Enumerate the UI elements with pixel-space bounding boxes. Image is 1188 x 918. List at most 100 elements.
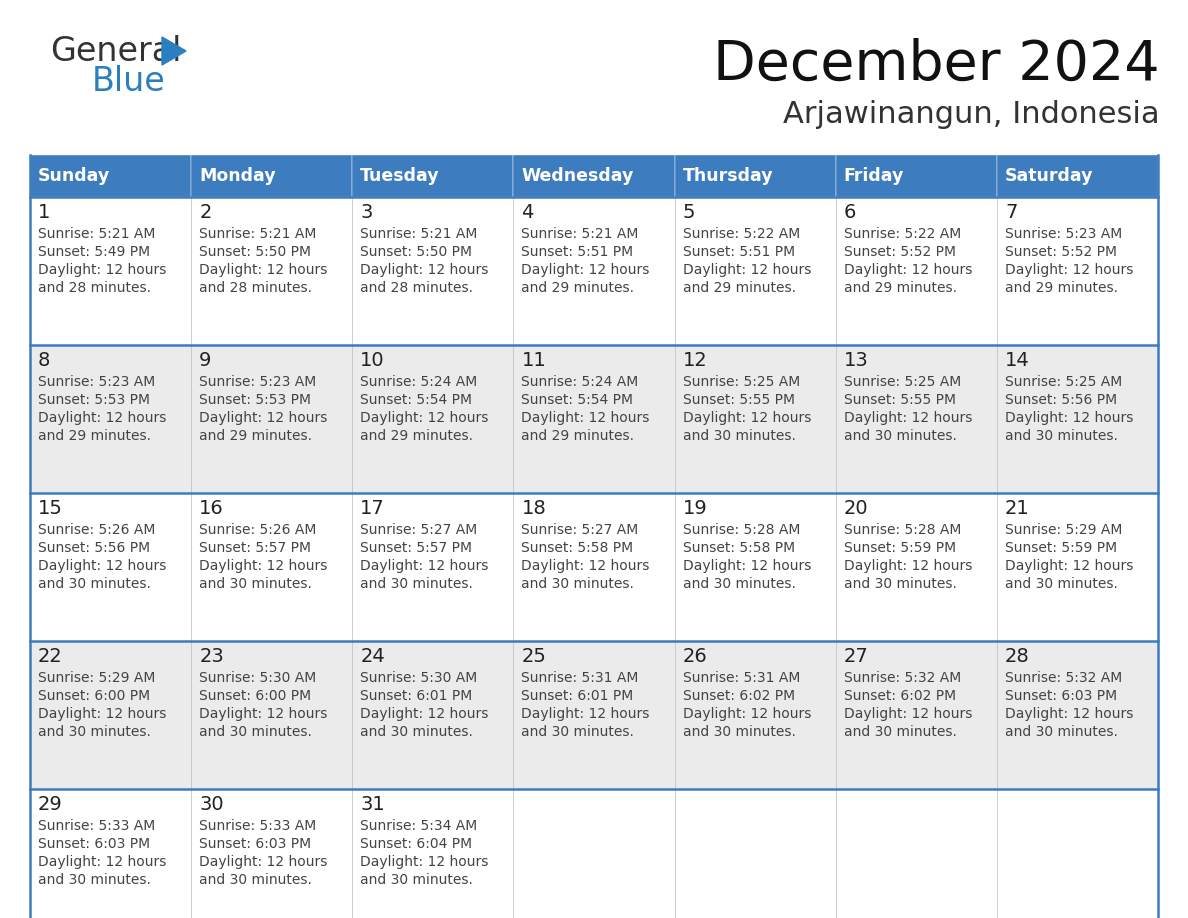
Text: Daylight: 12 hours: Daylight: 12 hours bbox=[683, 411, 811, 425]
Text: Sunrise: 5:29 AM: Sunrise: 5:29 AM bbox=[38, 671, 156, 685]
Text: Sunrise: 5:32 AM: Sunrise: 5:32 AM bbox=[1005, 671, 1123, 685]
Text: and 29 minutes.: and 29 minutes. bbox=[1005, 281, 1118, 295]
Text: Monday: Monday bbox=[200, 167, 276, 185]
Text: Sunset: 6:04 PM: Sunset: 6:04 PM bbox=[360, 837, 473, 851]
Text: Daylight: 12 hours: Daylight: 12 hours bbox=[38, 559, 166, 573]
Text: and 30 minutes.: and 30 minutes. bbox=[360, 725, 473, 739]
Text: and 30 minutes.: and 30 minutes. bbox=[1005, 577, 1118, 591]
Text: Sunrise: 5:21 AM: Sunrise: 5:21 AM bbox=[360, 227, 478, 241]
Text: and 30 minutes.: and 30 minutes. bbox=[683, 429, 796, 443]
Text: 1: 1 bbox=[38, 203, 50, 222]
Text: Sunrise: 5:28 AM: Sunrise: 5:28 AM bbox=[843, 523, 961, 537]
Text: Daylight: 12 hours: Daylight: 12 hours bbox=[843, 263, 972, 277]
Text: 9: 9 bbox=[200, 351, 211, 370]
Text: Sunset: 5:56 PM: Sunset: 5:56 PM bbox=[1005, 393, 1117, 407]
Text: and 30 minutes.: and 30 minutes. bbox=[683, 577, 796, 591]
Text: 24: 24 bbox=[360, 647, 385, 666]
Text: Arjawinangun, Indonesia: Arjawinangun, Indonesia bbox=[783, 100, 1159, 129]
Text: 19: 19 bbox=[683, 499, 707, 518]
Text: and 30 minutes.: and 30 minutes. bbox=[38, 873, 151, 887]
Text: Sunrise: 5:30 AM: Sunrise: 5:30 AM bbox=[200, 671, 316, 685]
Text: and 30 minutes.: and 30 minutes. bbox=[200, 577, 312, 591]
Text: Sunset: 6:01 PM: Sunset: 6:01 PM bbox=[360, 689, 473, 703]
Text: Sunrise: 5:30 AM: Sunrise: 5:30 AM bbox=[360, 671, 478, 685]
Text: Sunrise: 5:27 AM: Sunrise: 5:27 AM bbox=[522, 523, 639, 537]
Text: 20: 20 bbox=[843, 499, 868, 518]
Text: 27: 27 bbox=[843, 647, 868, 666]
Text: Sunset: 5:52 PM: Sunset: 5:52 PM bbox=[843, 245, 956, 259]
Text: and 30 minutes.: and 30 minutes. bbox=[360, 873, 473, 887]
Text: 2: 2 bbox=[200, 203, 211, 222]
Bar bbox=[997, 155, 1158, 197]
Text: 10: 10 bbox=[360, 351, 385, 370]
Text: Sunrise: 5:21 AM: Sunrise: 5:21 AM bbox=[522, 227, 639, 241]
Bar bbox=[513, 155, 675, 197]
Bar bbox=[30, 493, 1158, 641]
Text: 6: 6 bbox=[843, 203, 857, 222]
Text: Sunset: 5:50 PM: Sunset: 5:50 PM bbox=[360, 245, 473, 259]
Text: Sunset: 5:57 PM: Sunset: 5:57 PM bbox=[200, 541, 311, 555]
Text: Daylight: 12 hours: Daylight: 12 hours bbox=[38, 855, 166, 869]
Text: Sunrise: 5:33 AM: Sunrise: 5:33 AM bbox=[38, 819, 156, 833]
Text: Daylight: 12 hours: Daylight: 12 hours bbox=[360, 707, 488, 721]
Text: 11: 11 bbox=[522, 351, 546, 370]
Text: Tuesday: Tuesday bbox=[360, 167, 440, 185]
Text: 28: 28 bbox=[1005, 647, 1030, 666]
Text: Daylight: 12 hours: Daylight: 12 hours bbox=[360, 263, 488, 277]
Text: and 29 minutes.: and 29 minutes. bbox=[522, 281, 634, 295]
Text: Daylight: 12 hours: Daylight: 12 hours bbox=[683, 707, 811, 721]
Text: 23: 23 bbox=[200, 647, 225, 666]
Text: Sunrise: 5:27 AM: Sunrise: 5:27 AM bbox=[360, 523, 478, 537]
Text: Sunrise: 5:24 AM: Sunrise: 5:24 AM bbox=[360, 375, 478, 389]
Text: and 30 minutes.: and 30 minutes. bbox=[843, 725, 956, 739]
Text: Saturday: Saturday bbox=[1005, 167, 1093, 185]
Text: Sunrise: 5:22 AM: Sunrise: 5:22 AM bbox=[843, 227, 961, 241]
Text: Sunrise: 5:32 AM: Sunrise: 5:32 AM bbox=[843, 671, 961, 685]
Text: Sunrise: 5:28 AM: Sunrise: 5:28 AM bbox=[683, 523, 800, 537]
Text: General: General bbox=[50, 35, 182, 68]
Bar bbox=[675, 155, 835, 197]
Text: Sunrise: 5:26 AM: Sunrise: 5:26 AM bbox=[200, 523, 316, 537]
Text: and 30 minutes.: and 30 minutes. bbox=[1005, 429, 1118, 443]
Bar bbox=[30, 789, 1158, 918]
Text: Sunset: 6:03 PM: Sunset: 6:03 PM bbox=[38, 837, 150, 851]
Text: 16: 16 bbox=[200, 499, 225, 518]
Text: Sunset: 5:54 PM: Sunset: 5:54 PM bbox=[522, 393, 633, 407]
Text: Daylight: 12 hours: Daylight: 12 hours bbox=[522, 411, 650, 425]
Text: and 30 minutes.: and 30 minutes. bbox=[360, 577, 473, 591]
Text: 4: 4 bbox=[522, 203, 533, 222]
Text: and 29 minutes.: and 29 minutes. bbox=[38, 429, 151, 443]
Polygon shape bbox=[162, 37, 187, 65]
Text: and 29 minutes.: and 29 minutes. bbox=[522, 429, 634, 443]
Text: Friday: Friday bbox=[843, 167, 904, 185]
Text: Daylight: 12 hours: Daylight: 12 hours bbox=[522, 707, 650, 721]
Text: Sunrise: 5:25 AM: Sunrise: 5:25 AM bbox=[843, 375, 961, 389]
Text: Sunset: 6:03 PM: Sunset: 6:03 PM bbox=[1005, 689, 1117, 703]
Text: Sunrise: 5:25 AM: Sunrise: 5:25 AM bbox=[683, 375, 800, 389]
Text: Daylight: 12 hours: Daylight: 12 hours bbox=[522, 263, 650, 277]
Text: Sunset: 6:00 PM: Sunset: 6:00 PM bbox=[200, 689, 311, 703]
Text: Sunset: 5:54 PM: Sunset: 5:54 PM bbox=[360, 393, 473, 407]
Text: Daylight: 12 hours: Daylight: 12 hours bbox=[38, 411, 166, 425]
Bar bbox=[30, 197, 1158, 345]
Text: Sunset: 6:00 PM: Sunset: 6:00 PM bbox=[38, 689, 150, 703]
Text: Daylight: 12 hours: Daylight: 12 hours bbox=[843, 559, 972, 573]
Text: Sunrise: 5:31 AM: Sunrise: 5:31 AM bbox=[683, 671, 800, 685]
Text: 18: 18 bbox=[522, 499, 546, 518]
Text: Sunset: 5:58 PM: Sunset: 5:58 PM bbox=[683, 541, 795, 555]
Text: Sunset: 5:56 PM: Sunset: 5:56 PM bbox=[38, 541, 150, 555]
Text: Sunrise: 5:31 AM: Sunrise: 5:31 AM bbox=[522, 671, 639, 685]
Text: 12: 12 bbox=[683, 351, 707, 370]
Text: and 30 minutes.: and 30 minutes. bbox=[522, 725, 634, 739]
Text: 13: 13 bbox=[843, 351, 868, 370]
Text: Daylight: 12 hours: Daylight: 12 hours bbox=[1005, 263, 1133, 277]
Bar bbox=[835, 155, 997, 197]
Text: Daylight: 12 hours: Daylight: 12 hours bbox=[360, 411, 488, 425]
Text: Sunset: 6:01 PM: Sunset: 6:01 PM bbox=[522, 689, 633, 703]
Text: Daylight: 12 hours: Daylight: 12 hours bbox=[683, 263, 811, 277]
Text: Sunset: 5:59 PM: Sunset: 5:59 PM bbox=[1005, 541, 1117, 555]
Text: Daylight: 12 hours: Daylight: 12 hours bbox=[1005, 559, 1133, 573]
Text: Sunset: 5:59 PM: Sunset: 5:59 PM bbox=[843, 541, 956, 555]
Text: Sunrise: 5:21 AM: Sunrise: 5:21 AM bbox=[38, 227, 156, 241]
Text: 22: 22 bbox=[38, 647, 63, 666]
